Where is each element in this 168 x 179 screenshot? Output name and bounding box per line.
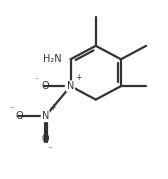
Text: ⁻: ⁻ <box>48 146 53 155</box>
Text: ⁻: ⁻ <box>10 105 14 114</box>
Text: N: N <box>42 111 49 121</box>
Text: +: + <box>75 73 81 82</box>
Text: O: O <box>41 81 49 91</box>
Text: O: O <box>16 111 24 121</box>
Text: N: N <box>67 81 74 91</box>
Text: +: + <box>49 103 56 112</box>
Text: ⁻: ⁻ <box>35 76 39 84</box>
Text: H₂N: H₂N <box>43 54 61 64</box>
Text: O: O <box>41 134 49 144</box>
